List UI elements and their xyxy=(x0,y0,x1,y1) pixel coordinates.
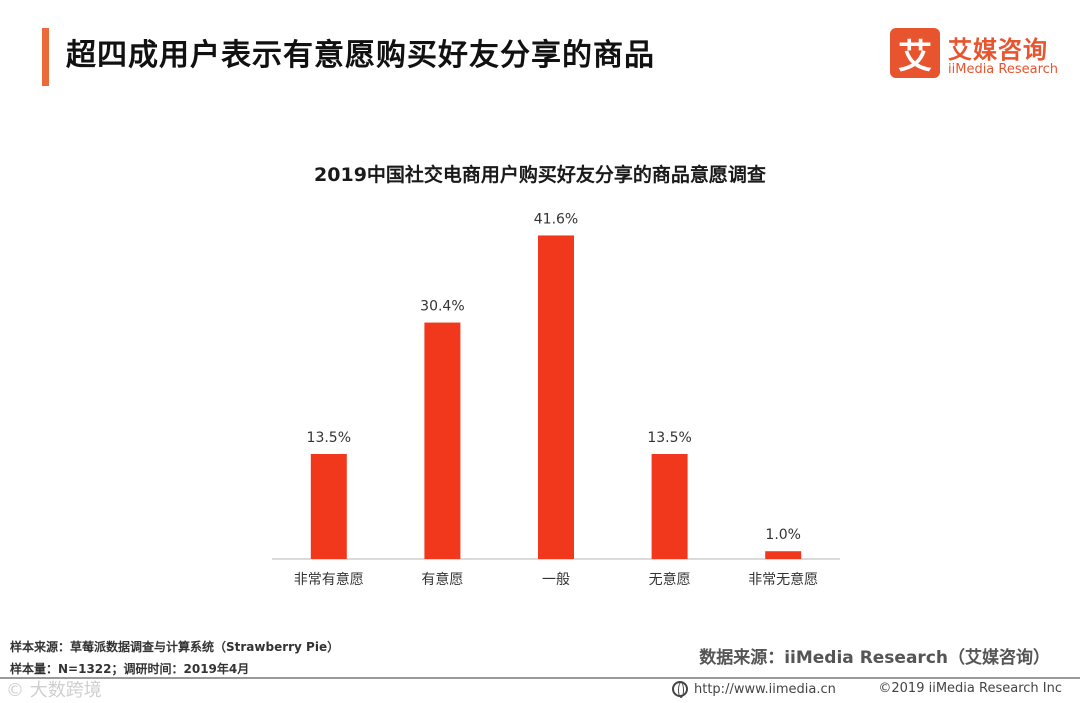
value-label-2: 30.4% xyxy=(420,299,464,315)
category-label-2: 有意愿 xyxy=(421,571,463,588)
logo-mark-icon: 艾 xyxy=(890,28,940,78)
bar-3 xyxy=(538,235,574,559)
website-link[interactable]: http://www.iimedia.cn xyxy=(672,681,836,698)
iimedia-logo: 艾 艾媒咨询 iiMedia Research xyxy=(890,28,1060,84)
bar-1 xyxy=(310,454,347,559)
category-label-3: 一般 xyxy=(542,572,570,588)
website-url[interactable]: http://www.iimedia.cn xyxy=(694,681,836,697)
page-title: 超四成用户表示有意愿购买好友分享的商品 xyxy=(66,38,655,73)
bar-4 xyxy=(651,454,688,559)
sample-info: 样本来源：草莓派数据调查与计算系统（Strawberry Pie） 样本量：N=… xyxy=(10,636,339,680)
bar-5 xyxy=(765,551,802,559)
data-source: 数据来源：iiMedia Research（艾媒咨询） xyxy=(699,648,1050,668)
bar-2 xyxy=(424,322,461,559)
title-accent-bar xyxy=(42,28,49,86)
watermark: © 大数跨境 xyxy=(6,680,102,701)
logo-name-en: iiMedia Research xyxy=(948,62,1059,77)
category-label-5: 非常无意愿 xyxy=(748,571,818,588)
sample-size: 样本量：N=1322；调研时间：2019年4月 xyxy=(10,662,250,676)
value-label-3: 41.6% xyxy=(534,211,578,227)
category-label-4: 无意愿 xyxy=(649,571,691,588)
value-label-5: 1.0% xyxy=(765,527,801,543)
value-label-1: 13.5% xyxy=(307,430,351,446)
copyright: ©2019 iiMedia Research Inc xyxy=(878,681,1062,696)
value-label-4: 13.5% xyxy=(647,430,691,446)
logo-name-cn: 艾媒咨询 xyxy=(948,36,1048,64)
footer-divider xyxy=(0,677,1080,679)
chart-title: 2019中国社交电商用户购买好友分享的商品意愿调查 xyxy=(314,164,766,186)
sample-source: 样本来源：草莓派数据调查与计算系统（Strawberry Pie） xyxy=(10,640,340,654)
globe-icon xyxy=(672,681,688,698)
category-label-1: 非常有意愿 xyxy=(294,571,364,588)
